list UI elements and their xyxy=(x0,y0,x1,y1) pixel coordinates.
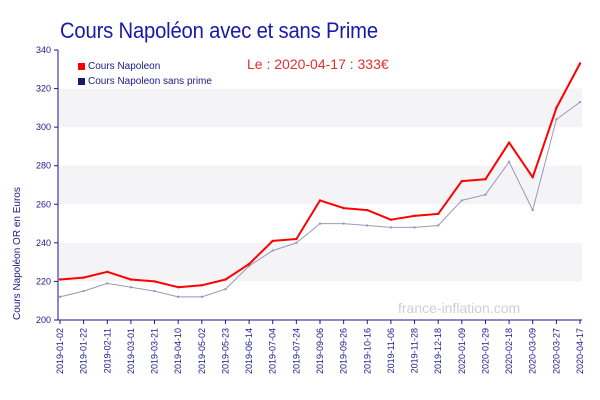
x-tick-label: 2020-02-18 xyxy=(504,328,514,374)
grid-band xyxy=(58,242,582,282)
data-point-without-premium xyxy=(129,286,133,289)
data-point-with-premium xyxy=(271,239,274,243)
y-tick-label: 340 xyxy=(36,45,51,55)
data-point-without-premium xyxy=(318,222,322,225)
x-tick-label: 2020-01-09 xyxy=(457,328,467,374)
data-point-with-premium xyxy=(58,278,62,281)
data-point-without-premium xyxy=(531,208,534,212)
x-tick-label: 2019-11-28 xyxy=(410,328,420,373)
data-point-without-premium xyxy=(342,222,345,225)
data-point-with-premium xyxy=(389,218,393,221)
x-tick-label: 2020-03-27 xyxy=(551,328,561,374)
data-point-with-premium xyxy=(342,206,345,210)
x-tick-label: 2019-09-06 xyxy=(315,328,325,374)
legend-label-without-premium: Cours Napoleon sans prime xyxy=(88,76,212,87)
data-point-with-premium xyxy=(295,237,298,241)
data-point-with-premium xyxy=(531,176,534,179)
data-point-without-premium xyxy=(578,100,582,104)
data-point-without-premium xyxy=(271,249,274,252)
data-point-with-premium xyxy=(555,106,558,110)
data-point-with-premium xyxy=(247,262,251,266)
data-point-with-premium xyxy=(129,278,133,281)
data-point-without-premium xyxy=(200,295,204,299)
data-point-with-premium xyxy=(366,208,369,212)
legend-item-with-premium: Cours Napoleon xyxy=(78,59,212,74)
data-point-with-premium xyxy=(224,278,227,281)
x-tick-label: 2019-11-06 xyxy=(386,328,396,373)
data-point-without-premium xyxy=(555,118,558,121)
data-point-without-premium xyxy=(153,289,156,293)
x-tick-label: 2019-10-16 xyxy=(362,328,372,374)
y-tick-label: 320 xyxy=(36,84,51,94)
legend-swatch-red xyxy=(78,63,85,70)
data-point-with-premium xyxy=(484,178,487,181)
data-point-without-premium xyxy=(507,160,511,164)
watermark: france-inflation.com xyxy=(398,300,521,316)
chart-title: Cours Napoléon avec et sans Prime xyxy=(60,18,378,43)
y-tick-label: 280 xyxy=(36,161,51,171)
data-point-without-premium xyxy=(295,241,298,245)
data-point-without-premium xyxy=(366,224,369,227)
y-tick-label: 260 xyxy=(36,199,51,209)
data-point-without-premium xyxy=(224,287,227,291)
data-point-without-premium xyxy=(389,226,393,229)
legend: Cours Napoleon Cours Napoleon sans prime xyxy=(78,59,212,89)
data-point-with-premium xyxy=(176,286,180,289)
data-point-without-premium xyxy=(106,282,109,285)
data-point-with-premium xyxy=(413,214,416,218)
y-tick-label: 220 xyxy=(36,276,51,286)
data-point-with-premium xyxy=(318,199,322,202)
data-point-with-premium xyxy=(82,276,85,279)
x-tick-label: 2020-03-09 xyxy=(528,328,538,374)
data-point-with-premium xyxy=(578,62,582,65)
x-tick-label: 2019-07-24 xyxy=(291,328,301,374)
x-tick-label: 2019-09-26 xyxy=(339,328,349,374)
x-tick-label: 2019-05-23 xyxy=(220,328,230,374)
x-tick-label: 2019-07-04 xyxy=(268,328,278,374)
y-tick-label: 240 xyxy=(36,238,51,248)
x-tick-label: 2019-03-21 xyxy=(150,328,160,374)
data-point-with-premium xyxy=(460,179,464,183)
data-point-with-premium xyxy=(507,141,511,144)
data-point-without-premium xyxy=(176,295,180,299)
data-point-with-premium xyxy=(436,212,440,216)
x-tick-label: 2019-03-01 xyxy=(126,328,136,374)
data-point-without-premium xyxy=(436,224,440,227)
x-tick-label: 2019-05-02 xyxy=(197,328,207,374)
latest-price-annotation: Le : 2020-04-17 : 333€ xyxy=(247,56,389,72)
data-point-without-premium xyxy=(460,199,464,202)
data-point-with-premium xyxy=(106,270,109,273)
x-tick-label: 2019-02-11 xyxy=(102,328,112,373)
grid-band xyxy=(58,165,582,205)
y-tick-label: 300 xyxy=(36,122,51,132)
x-tick-label: 2020-04-17 xyxy=(575,328,585,374)
grid-band xyxy=(58,88,582,128)
x-tick-label: 2020-01-29 xyxy=(480,328,490,374)
x-tick-label: 2019-01-02 xyxy=(55,328,65,374)
legend-item-without-premium: Cours Napoleon sans prime xyxy=(78,74,212,89)
x-tick-label: 2019-01-22 xyxy=(79,328,89,374)
legend-swatch-navy xyxy=(78,78,85,85)
data-point-without-premium xyxy=(413,226,416,229)
data-point-with-premium xyxy=(153,280,156,283)
x-tick-label: 2019-12-18 xyxy=(433,328,443,374)
data-point-without-premium xyxy=(82,289,85,293)
x-tick-label: 2019-04-10 xyxy=(173,328,183,374)
data-point-with-premium xyxy=(200,284,204,287)
legend-label-with-premium: Cours Napoleon xyxy=(88,61,161,72)
data-point-without-premium xyxy=(58,295,62,299)
x-tick-label: 2019-06-14 xyxy=(244,328,254,374)
data-point-without-premium xyxy=(484,193,487,196)
y-tick-label: 200 xyxy=(36,315,51,325)
